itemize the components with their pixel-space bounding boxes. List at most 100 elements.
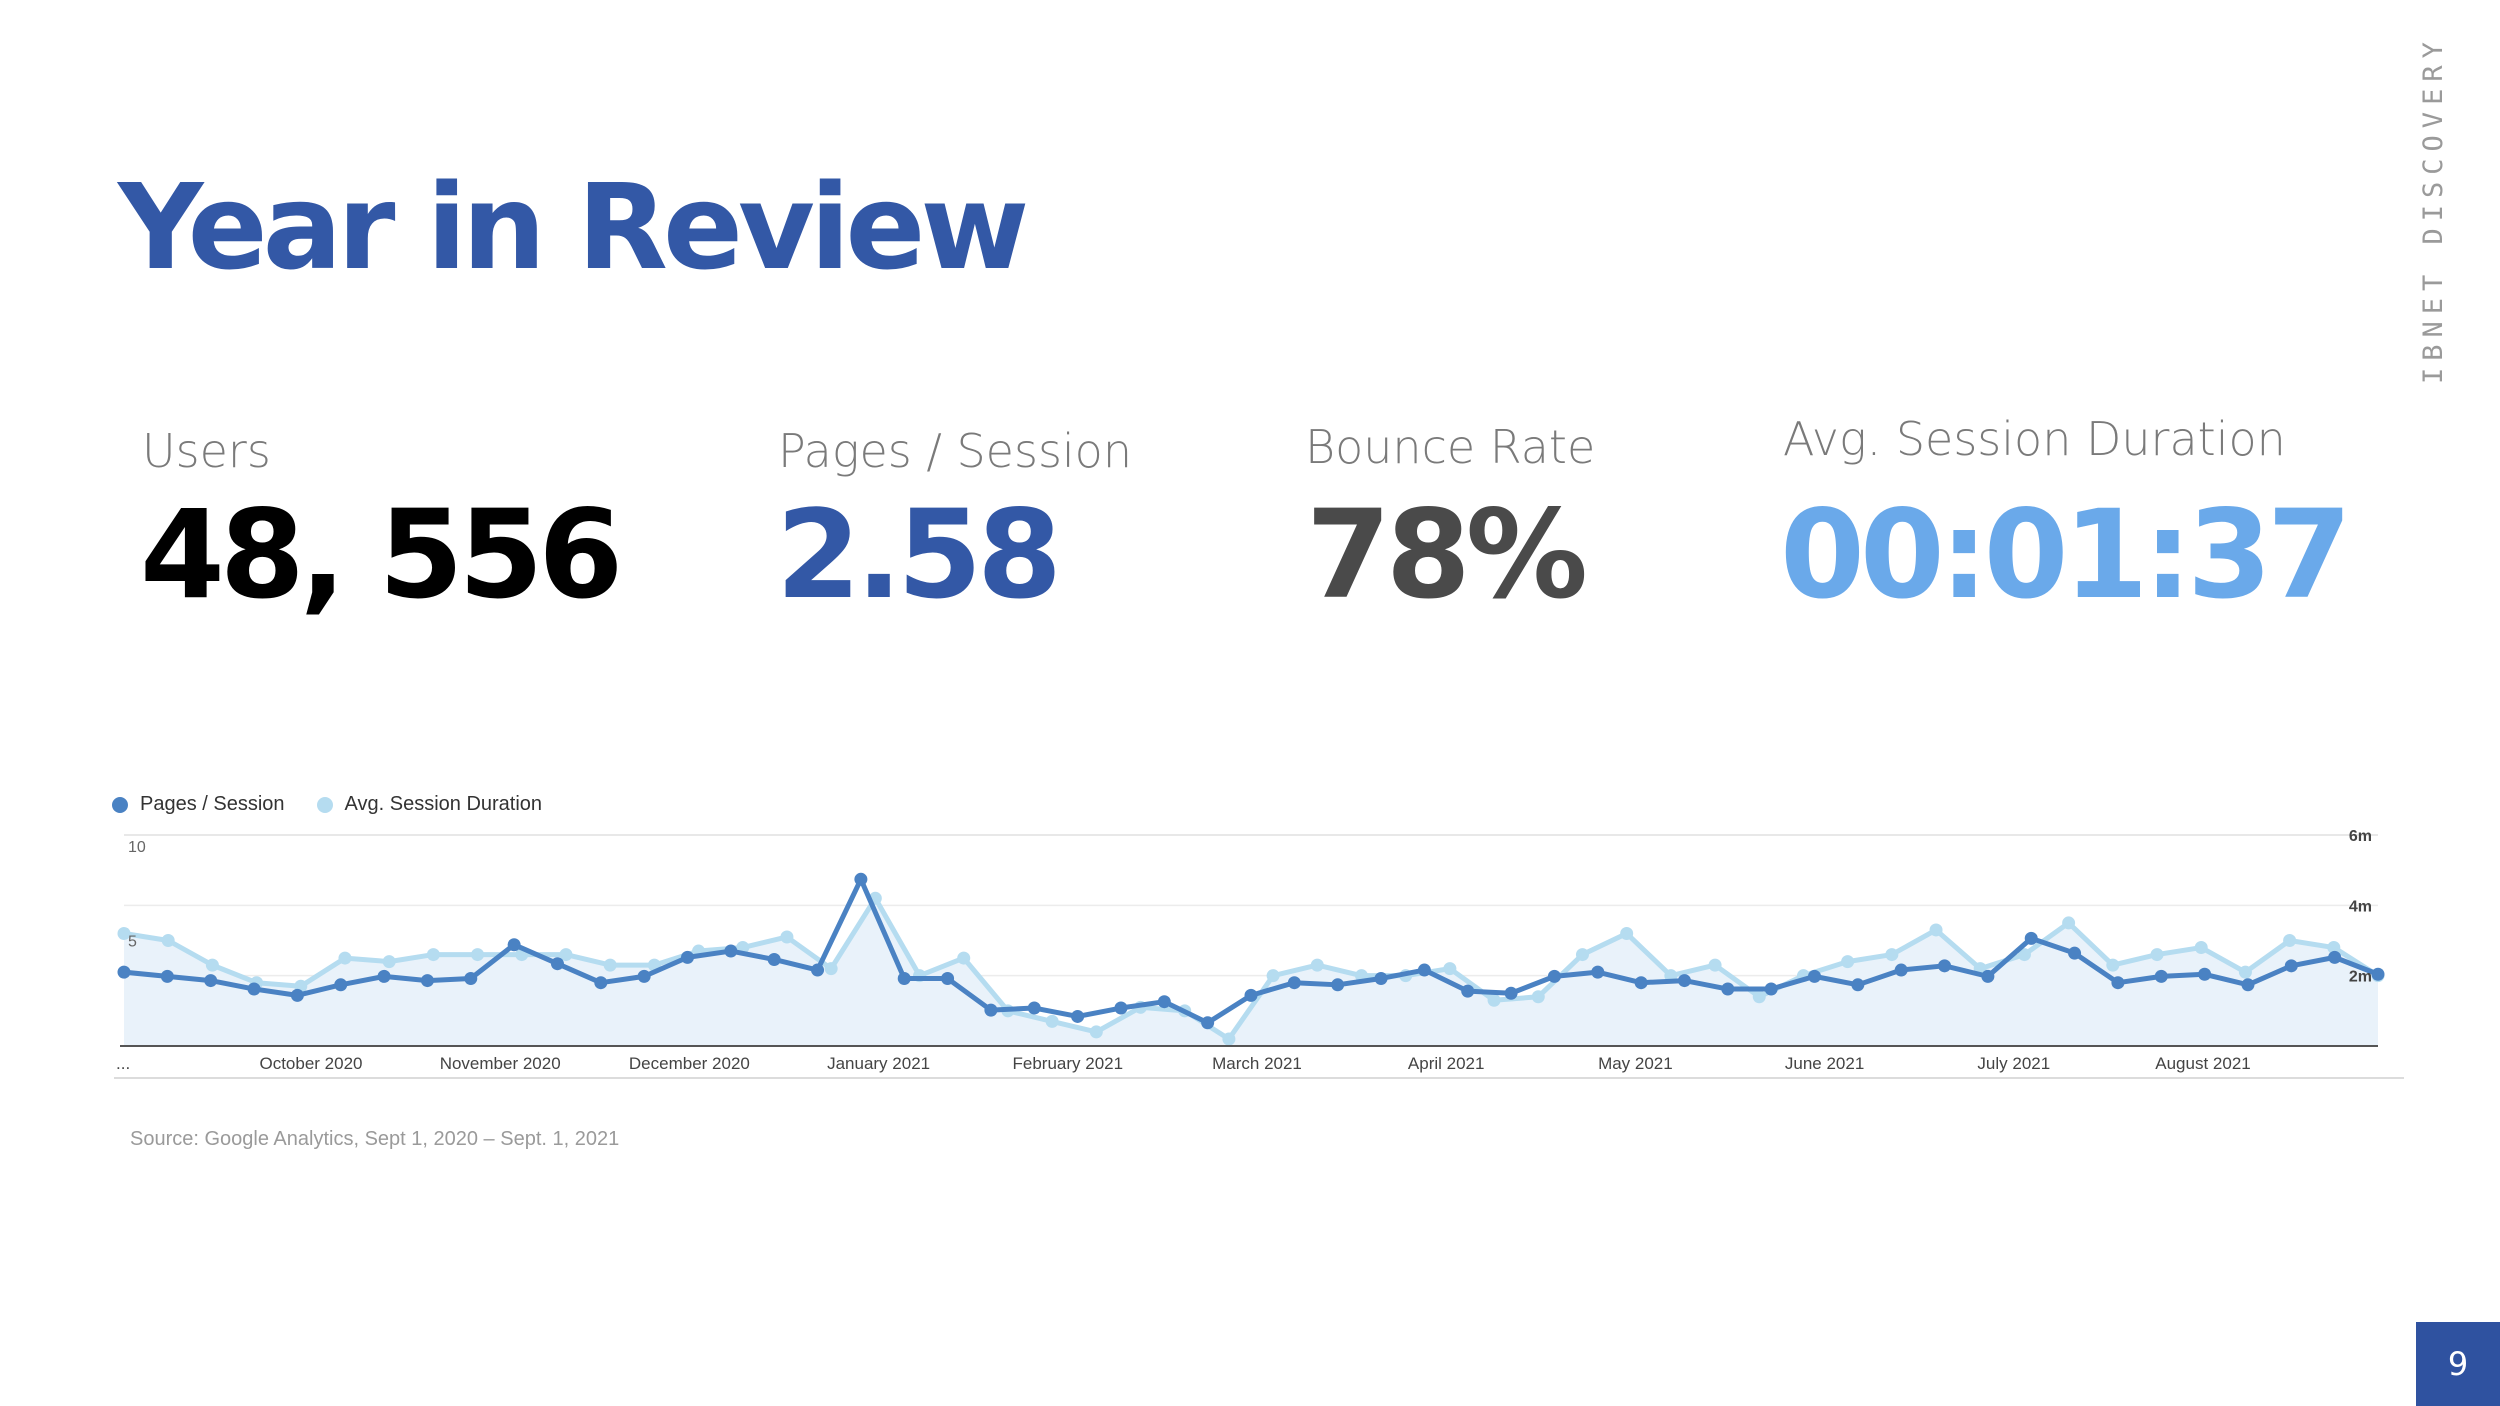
x-tick-label: July 2021	[1977, 1054, 2050, 1073]
x-tick-label: February 2021	[1013, 1054, 1124, 1073]
data-point-pages-session	[1244, 988, 1258, 1002]
pages-session-value: 2.58	[776, 484, 1062, 626]
data-point-pages-session	[1461, 984, 1475, 998]
data-point-avg-session-duration	[1443, 962, 1457, 976]
data-point-avg-session-duration	[1575, 948, 1589, 962]
source-note: Source: Google Analytics, Sept 1, 2020 –…	[130, 1128, 620, 1150]
x-tick-label: October 2020	[259, 1054, 362, 1073]
data-point-avg-session-duration	[338, 951, 352, 965]
bounce-rate-label: Bounce Rate	[1305, 420, 1596, 474]
data-point-avg-session-duration	[1620, 926, 1634, 940]
data-point-pages-session	[594, 976, 608, 990]
data-point-avg-session-duration	[2327, 941, 2341, 955]
legend-item-pages-session[interactable]: Pages / Session	[112, 793, 285, 816]
users-value: 48, 556	[140, 484, 623, 626]
data-point-avg-session-duration	[2283, 934, 2297, 947]
x-tick-label: January 2021	[827, 1054, 930, 1073]
data-point-pages-session	[1374, 971, 1388, 985]
data-point-pages-session	[2068, 946, 2082, 960]
data-point-pages-session	[204, 974, 218, 988]
data-point-pages-session	[117, 965, 131, 979]
data-point-avg-session-duration	[117, 926, 131, 940]
data-point-avg-session-duration	[1089, 1025, 1103, 1039]
x-tick-label: June 2021	[1785, 1054, 1864, 1073]
data-point-avg-session-duration	[824, 962, 838, 976]
y-right-tick-label: 2m	[2349, 969, 2372, 986]
data-point-avg-session-duration	[2017, 948, 2031, 962]
data-point-pages-session	[2024, 931, 2038, 945]
data-point-avg-session-duration	[1266, 969, 1280, 983]
data-point-pages-session	[507, 938, 521, 952]
chart-legend: Pages / Session Avg. Session Duration	[112, 793, 574, 816]
data-point-avg-session-duration	[1222, 1032, 1236, 1046]
data-point-pages-session	[637, 969, 651, 983]
data-point-avg-session-duration	[382, 955, 396, 969]
data-point-pages-session	[1808, 969, 1821, 983]
y-right-tick-label: 6m	[2349, 828, 2372, 845]
data-point-pages-session	[1027, 1001, 1041, 1015]
data-point-pages-session	[2241, 978, 2255, 992]
x-tick-label: December 2020	[629, 1054, 750, 1073]
data-point-pages-session	[767, 952, 781, 966]
avg-session-duration-value: 00:01:37	[1780, 484, 2352, 626]
x-tick-label: April 2021	[1408, 1054, 1485, 1073]
data-point-avg-session-duration	[2106, 958, 2120, 972]
data-point-pages-session	[2328, 950, 2342, 964]
data-point-pages-session	[247, 982, 261, 996]
data-point-pages-session	[1331, 978, 1345, 992]
data-point-pages-session	[1634, 976, 1648, 990]
legend-label-avg-session-duration: Avg. Session Duration	[344, 793, 543, 815]
data-point-pages-session	[1114, 1001, 1128, 1015]
data-point-avg-session-duration	[1885, 948, 1899, 962]
data-point-pages-session	[1851, 978, 1865, 992]
data-point-pages-session	[1677, 974, 1691, 988]
legend-item-avg-session-duration[interactable]: Avg. Session Duration	[316, 793, 543, 816]
data-point-avg-session-duration	[2238, 965, 2252, 979]
data-point-pages-session	[290, 988, 304, 1002]
series-area-avg-session-duration	[124, 898, 2378, 1046]
data-point-avg-session-duration	[2150, 948, 2164, 962]
data-point-pages-session	[1938, 959, 1952, 973]
data-point-pages-session	[681, 950, 694, 964]
legend-label-pages-session: Pages / Session	[140, 793, 285, 815]
data-point-pages-session	[1721, 982, 1735, 996]
data-point-pages-session	[1591, 965, 1605, 979]
data-point-pages-session	[897, 971, 911, 985]
slide-title: Year in Review	[118, 158, 1029, 296]
data-point-pages-session	[464, 971, 478, 985]
data-point-pages-session	[1287, 976, 1301, 990]
data-point-avg-session-duration	[780, 930, 794, 944]
data-point-pages-session	[1547, 969, 1561, 983]
data-point-pages-session	[984, 1003, 998, 1017]
page-number-badge: 9	[2416, 1322, 2500, 1406]
x-tick-label: March 2021	[1212, 1054, 1302, 1073]
data-point-pages-session	[724, 944, 738, 958]
data-point-avg-session-duration	[2194, 941, 2208, 955]
page-number: 9	[2447, 1345, 2469, 1383]
x-tick-label: August 2021	[2155, 1054, 2250, 1073]
data-point-pages-session	[1417, 963, 1431, 977]
data-point-avg-session-duration	[603, 958, 617, 972]
data-point-avg-session-duration	[1929, 923, 1943, 937]
x-tick-label: May 2021	[1598, 1054, 1673, 1073]
brand-vertical-label: IBNET DISCOVERY	[2418, 35, 2449, 384]
data-point-pages-session	[1201, 1016, 1215, 1030]
x-tick-label: ...	[116, 1054, 130, 1073]
data-point-pages-session	[2284, 959, 2298, 973]
data-point-avg-session-duration	[1708, 958, 1722, 972]
y-left-tick-label: 10	[128, 839, 146, 856]
data-point-avg-session-duration	[2062, 916, 2076, 930]
y-left-tick-label: 5	[128, 934, 137, 951]
data-point-avg-session-duration	[1531, 990, 1545, 1004]
users-label: Users	[142, 424, 271, 478]
avg-session-duration-label: Avg. Session Duration	[1783, 412, 2286, 466]
data-point-avg-session-duration	[559, 948, 573, 962]
data-point-avg-session-duration	[1310, 958, 1324, 972]
data-point-pages-session	[941, 971, 955, 985]
data-point-avg-session-duration	[1752, 990, 1766, 1004]
data-point-pages-session	[2154, 969, 2168, 983]
data-point-pages-session	[1981, 969, 1995, 983]
data-point-pages-session	[811, 963, 825, 977]
data-point-pages-session	[2198, 967, 2212, 981]
data-point-avg-session-duration	[471, 948, 485, 962]
